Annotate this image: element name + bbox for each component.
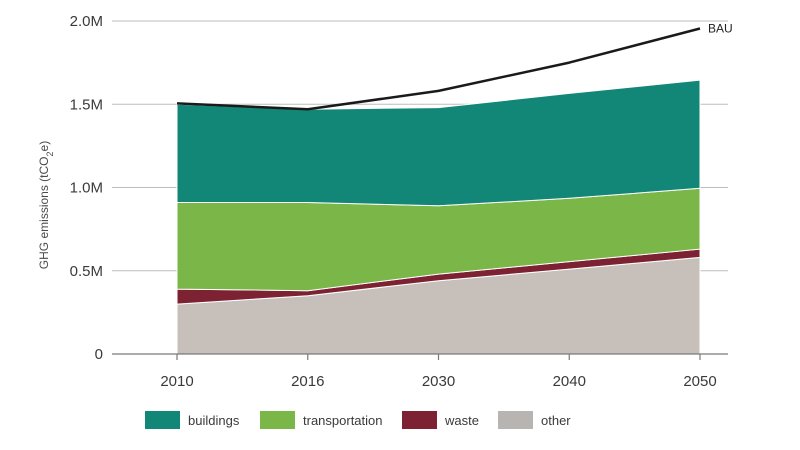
- bau-series-label: BAU: [708, 21, 733, 35]
- legend: buildings transportation waste other: [145, 411, 571, 429]
- x-tick-label: 2016: [291, 373, 324, 390]
- legend-label-buildings: buildings: [188, 413, 240, 428]
- y-tick-label: 2.0M: [70, 13, 103, 30]
- y-tick-label: 0: [95, 346, 103, 363]
- legend-swatch-waste: [402, 411, 437, 429]
- x-tick-labels: 2010 2016 2030 2040 2050: [160, 373, 716, 390]
- legend-swatch-transportation: [260, 411, 295, 429]
- legend-label-waste: waste: [444, 413, 479, 428]
- x-tick-label: 2040: [553, 373, 586, 390]
- stacked-areas: [176, 79, 701, 355]
- legend-label-transportation: transportation: [303, 413, 383, 428]
- line-BAU: [176, 27, 701, 111]
- bau-line-group: BAU: [176, 21, 733, 111]
- legend-swatch-other: [498, 411, 533, 429]
- axes: [112, 353, 728, 360]
- legend-label-other: other: [541, 413, 571, 428]
- x-tick-label: 2010: [160, 373, 193, 390]
- y-tick-label: 0.5M: [70, 263, 103, 280]
- y-tick-labels: 0 0.5M 1.0M 1.5M 2.0M: [70, 13, 103, 363]
- y-tick-label: 1.0M: [70, 180, 103, 197]
- area-buildings: [176, 79, 701, 207]
- x-tick-label: 2030: [422, 373, 455, 390]
- y-tick-label: 1.5M: [70, 96, 103, 113]
- y-axis-label: GHG emissions (tCO2e): [37, 141, 55, 269]
- legend-swatch-buildings: [145, 411, 180, 429]
- x-tick-label: 2050: [683, 373, 716, 390]
